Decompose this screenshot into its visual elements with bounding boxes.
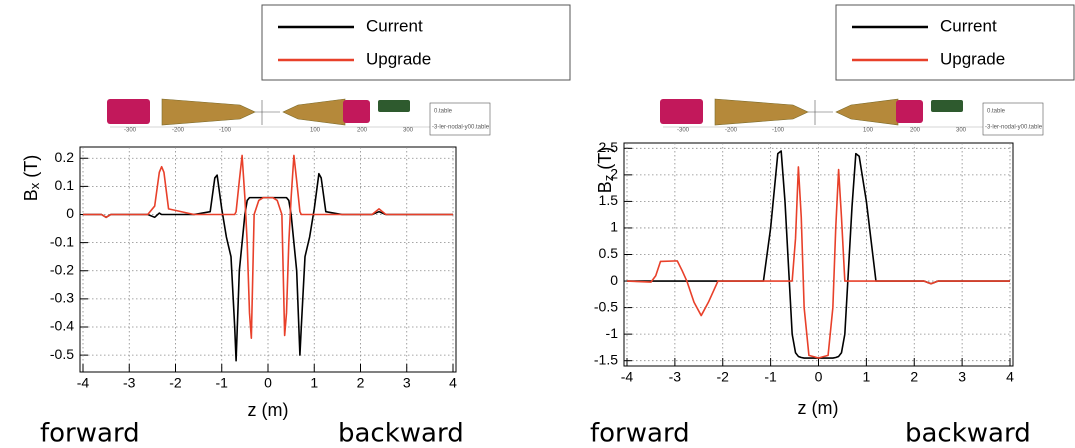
inset-tick-label: 100	[863, 128, 874, 134]
annotation: backward	[905, 419, 1031, 448]
y-tick-label: 2	[610, 166, 618, 182]
inset-legend-label: 0.table	[987, 109, 1006, 115]
magnet-cone	[161, 98, 256, 126]
x-tick-label: -3	[669, 369, 682, 385]
magnet-inset	[107, 98, 491, 136]
x-tick-label: 3	[958, 369, 966, 385]
inset-tick-label: -100	[219, 128, 232, 134]
x-tick-label: 1	[862, 369, 870, 385]
annotation: backward	[338, 419, 464, 448]
inset-legend-label: -3-ler-nodal-y00.table	[985, 125, 1043, 131]
x-tick-label: 4	[1006, 369, 1014, 385]
inset-tick-label: 200	[910, 128, 921, 134]
magnet-block	[660, 99, 703, 124]
y-tick-label: 1.5	[599, 192, 619, 208]
legend-box	[261, 4, 571, 81]
x-tick-label: 4	[449, 375, 457, 391]
x-tick-label: 1	[310, 375, 318, 391]
data-line	[83, 172, 453, 362]
x-axis-label: z (m)	[798, 398, 839, 418]
inset-tick-label: -300	[124, 128, 137, 134]
x-tick-label: -2	[169, 375, 182, 391]
y-tick-label: -0.3	[50, 290, 74, 306]
y-tick-label: -0.4	[50, 318, 74, 334]
inset-legend	[982, 102, 1044, 136]
data-line	[83, 154, 453, 340]
y-tick-label: 0	[66, 205, 74, 221]
inset-tick-label: 200	[357, 128, 368, 134]
y-tick-label: -1.5	[594, 351, 618, 367]
inset-tick-label: -100	[772, 128, 785, 134]
x-tick-label: -2	[717, 369, 730, 385]
legend-label: Upgrade	[366, 49, 431, 68]
magnet-inset	[660, 98, 1044, 136]
inset-tick-label: 300	[403, 128, 414, 134]
magnet-block	[931, 100, 963, 112]
x-tick-label: 0	[815, 369, 823, 385]
x-axis-label: z (m)	[248, 400, 289, 420]
y-tick-label: 1	[610, 219, 618, 235]
y-tick-label: 0.2	[55, 149, 75, 165]
magnet-block	[896, 100, 923, 123]
x-tick-label: 2	[910, 369, 918, 385]
y-tick-label: -1	[606, 325, 619, 341]
data-line	[626, 166, 1010, 359]
magnet-block	[107, 99, 150, 124]
y-axis-label: Bx (T)	[21, 155, 43, 202]
y-tick-label: -0.5	[594, 298, 618, 314]
inset-tick-label: -200	[172, 128, 185, 134]
y-label-subscript: x	[27, 182, 42, 189]
y-tick-label: 0.5	[599, 245, 619, 261]
y-label-unit: (T)	[21, 155, 41, 178]
x-tick-label: -3	[123, 375, 136, 391]
y-tick-label: -0.2	[50, 261, 74, 277]
legend-label: Current	[366, 16, 423, 35]
magnet-block	[378, 100, 410, 112]
x-tick-label: -1	[216, 375, 229, 391]
y-tick-label: -0.1	[50, 233, 74, 249]
inset-tick-label: 100	[310, 128, 321, 134]
legend-label: Current	[940, 16, 997, 35]
x-tick-label: -4	[77, 375, 90, 391]
y-tick-label: 0	[610, 272, 618, 288]
legend-label: Upgrade	[940, 49, 1005, 68]
magnet-cone	[714, 98, 809, 126]
y-axis-label: Bz (T)	[595, 147, 617, 194]
magnet-cone	[282, 98, 346, 126]
y-tick-label: 0.1	[55, 177, 75, 193]
annotation: forward	[590, 419, 690, 448]
magnet-block	[343, 100, 370, 123]
y-tick-label: -0.5	[50, 346, 74, 362]
inset-legend-label: 0.table	[434, 109, 453, 115]
inset-tick-label: 300	[956, 128, 967, 134]
x-tick-label: -4	[621, 369, 634, 385]
y-label-symbol: B	[595, 181, 615, 193]
inset-tick-label: -300	[677, 128, 690, 134]
x-tick-label: 0	[264, 375, 272, 391]
y-label-unit: (T)	[595, 147, 615, 170]
inset-legend	[429, 102, 491, 136]
legend-box	[835, 4, 1075, 81]
x-tick-label: -1	[764, 369, 777, 385]
y-label-symbol: B	[21, 189, 41, 201]
x-tick-label: 2	[357, 375, 365, 391]
y-label-subscript: z	[601, 175, 616, 182]
y-tick-label: 2.5	[599, 139, 619, 155]
annotation: forward	[40, 419, 140, 448]
magnet-cone	[835, 98, 899, 126]
x-tick-label: 3	[403, 375, 411, 391]
inset-legend-label: -3-ler-nodal-y00.table	[432, 125, 490, 131]
inset-tick-label: -200	[725, 128, 738, 134]
data-line	[627, 150, 1010, 359]
